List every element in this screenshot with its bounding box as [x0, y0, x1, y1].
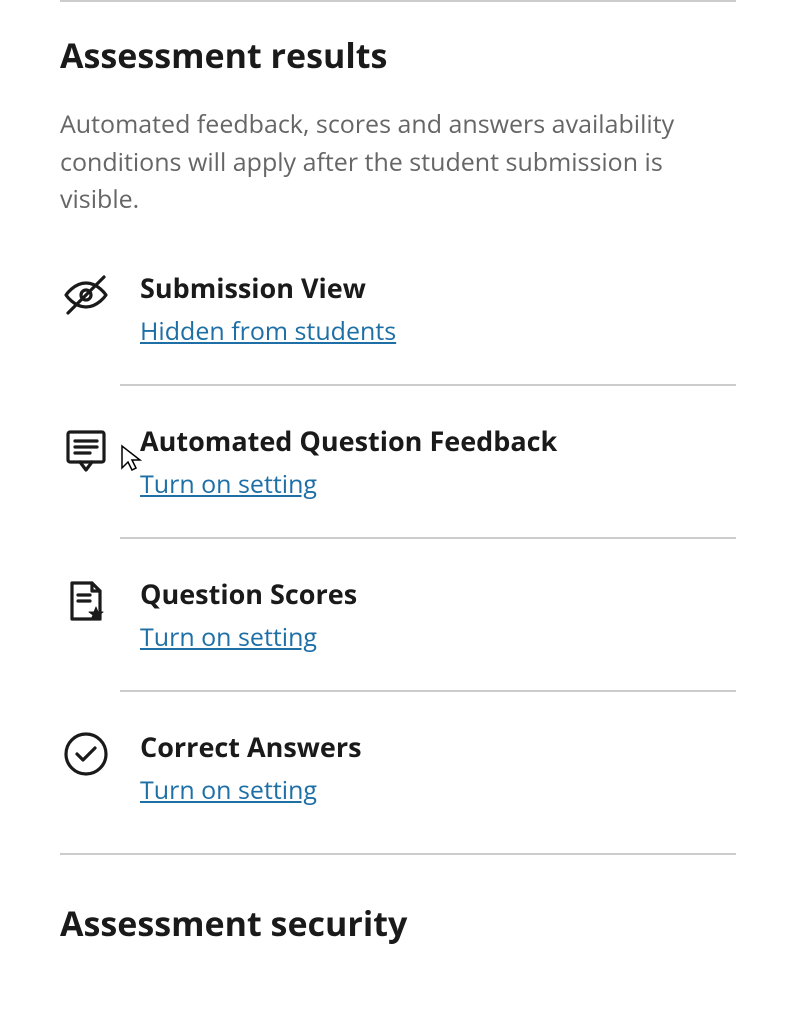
top-divider: [60, 0, 736, 2]
setting-item-submission-view: Submission View Hidden from students: [60, 269, 736, 384]
feedback-icon: [60, 422, 112, 479]
automated-feedback-link[interactable]: Turn on setting: [140, 467, 317, 501]
question-scores-link[interactable]: Turn on setting: [140, 620, 317, 654]
setting-content: Automated Question Feedback Turn on sett…: [140, 422, 736, 501]
section-description: Automated feedback, scores and answers a…: [60, 106, 736, 219]
setting-content: Question Scores Turn on setting: [140, 575, 736, 654]
setting-item-question-scores: Question Scores Turn on setting: [60, 575, 736, 690]
section-divider: [60, 853, 736, 855]
settings-panel: Assessment results Automated feedback, s…: [0, 0, 796, 946]
item-divider: [120, 537, 736, 539]
setting-title: Submission View: [140, 269, 736, 306]
item-divider: [120, 690, 736, 692]
check-circle-icon: [60, 728, 112, 785]
setting-title: Automated Question Feedback: [140, 422, 736, 459]
setting-title: Correct Answers: [140, 728, 736, 765]
section-title-security: Assessment security: [60, 900, 736, 946]
setting-content: Correct Answers Turn on setting: [140, 728, 736, 807]
section-title-results: Assessment results: [60, 32, 736, 78]
document-star-icon: [60, 575, 112, 632]
setting-title: Question Scores: [140, 575, 736, 612]
submission-view-link[interactable]: Hidden from students: [140, 314, 396, 348]
setting-content: Submission View Hidden from students: [140, 269, 736, 348]
setting-item-correct-answers: Correct Answers Turn on setting: [60, 728, 736, 843]
item-divider: [120, 384, 736, 386]
setting-item-automated-feedback: Automated Question Feedback Turn on sett…: [60, 422, 736, 537]
settings-list: Submission View Hidden from students Aut…: [60, 269, 736, 843]
correct-answers-link[interactable]: Turn on setting: [140, 773, 317, 807]
eye-slash-icon: [60, 269, 112, 326]
